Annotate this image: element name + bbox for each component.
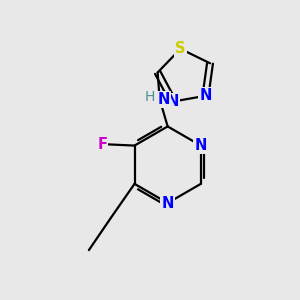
Text: N: N bbox=[199, 88, 212, 103]
Text: F: F bbox=[97, 136, 107, 152]
Text: S: S bbox=[175, 41, 186, 56]
Text: H: H bbox=[144, 89, 154, 103]
Text: N: N bbox=[167, 94, 179, 109]
Text: N: N bbox=[195, 138, 207, 153]
Text: N: N bbox=[161, 196, 174, 211]
Text: N: N bbox=[158, 92, 170, 107]
